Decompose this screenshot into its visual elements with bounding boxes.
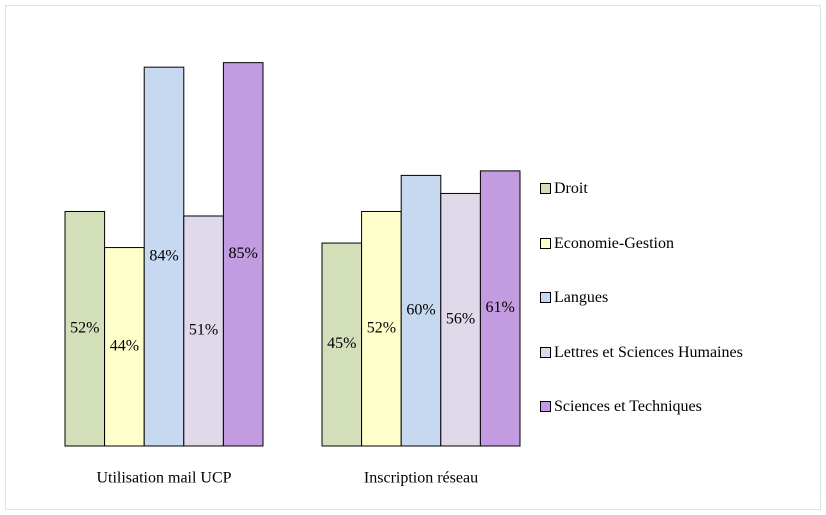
legend-label: Economie-Gestion	[554, 234, 674, 252]
legend-item: Economie-Gestion	[540, 235, 759, 252]
legend-label: Droit	[554, 180, 588, 197]
x-tick-label: Inscription réseau	[364, 470, 478, 487]
data-label: 52%	[70, 319, 99, 336]
data-label: 61%	[486, 299, 515, 316]
data-label: 45%	[327, 335, 356, 352]
data-label: 84%	[149, 247, 178, 264]
bar	[222, 62, 264, 447]
legend-item: Sciences et Techniques	[540, 398, 759, 415]
legend-swatch	[540, 183, 551, 194]
data-label: 51%	[189, 322, 218, 339]
legend-label: Lettres et Sciences Humaines	[554, 343, 743, 361]
bar	[183, 215, 224, 447]
bar	[400, 174, 442, 447]
legend-label: Langues	[554, 289, 609, 306]
data-label: 44%	[110, 337, 139, 354]
data-label: 56%	[446, 310, 475, 327]
legend-item: Lettres et Sciences Humaines	[540, 344, 759, 361]
legend-swatch	[540, 346, 551, 358]
data-label: 60%	[406, 301, 435, 318]
legend-swatch	[540, 292, 551, 303]
bar	[440, 192, 481, 447]
legend-swatch	[540, 401, 551, 412]
legend-item: Langues	[540, 289, 759, 306]
data-label: 52%	[367, 319, 396, 336]
bar	[361, 210, 402, 447]
x-tick-label: Utilisation mail UCP	[96, 470, 231, 487]
legend-label: Sciences et Techniques	[554, 398, 702, 415]
bar	[479, 170, 521, 447]
bar	[64, 210, 106, 447]
bar	[321, 242, 363, 447]
legend-swatch	[540, 237, 551, 249]
legend-item: Droit	[540, 180, 759, 197]
bar	[143, 66, 185, 447]
data-label: 85%	[229, 245, 258, 262]
bar	[104, 247, 145, 447]
